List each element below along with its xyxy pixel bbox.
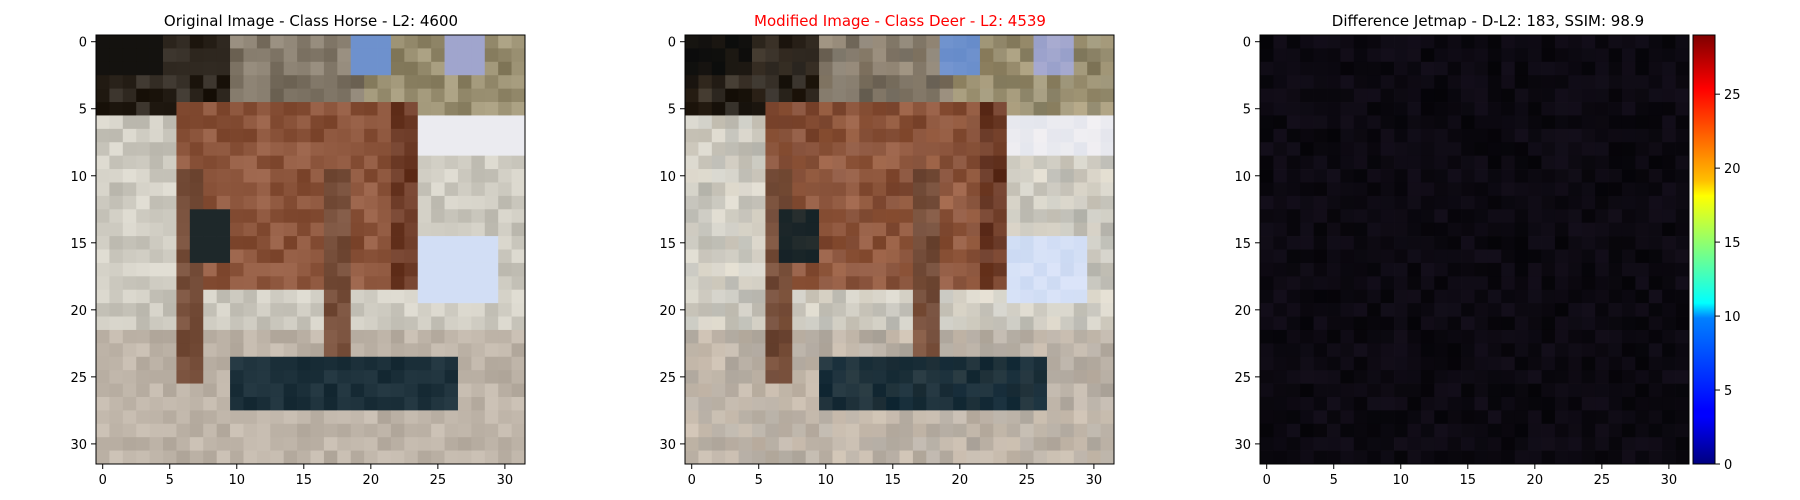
colorbar-tick-label: 5 (1724, 384, 1732, 399)
x-tick-label: 15 (296, 473, 313, 488)
y-tick-label: 10 (1234, 170, 1251, 185)
y-tick-label: 30 (659, 438, 676, 453)
panel-difference-title: Difference Jetmap - D-L2: 183, SSIM: 98.… (1332, 12, 1644, 30)
x-tick-label: 15 (1460, 473, 1477, 488)
colorbar-tick-label: 20 (1724, 162, 1741, 177)
x-tick-label: 10 (817, 473, 834, 488)
axes-frame (95, 34, 526, 465)
x-tick-label: 5 (755, 473, 763, 488)
x-tick-label: 30 (1661, 473, 1678, 488)
difference-jetmap (1260, 35, 1690, 465)
colorbar-ticks: 0 5 10 15 20 25 (1715, 88, 1741, 473)
panel-original-title: Original Image - Class Horse - L2: 4600 (164, 12, 458, 30)
y-tick-label: 25 (1234, 371, 1251, 386)
x-tick-label: 0 (99, 473, 107, 488)
y-tick-label: 15 (659, 237, 676, 252)
colorbar-tick-label: 25 (1724, 88, 1741, 103)
axes-frame (1259, 34, 1690, 465)
x-tick-label: 15 (885, 473, 902, 488)
x-tick-label: 20 (1527, 473, 1544, 488)
colorbar (1692, 34, 1716, 465)
panel-modified: Modified Image - Class Deer - L2: 4539 0… (659, 12, 1115, 488)
panel-original-axes: 0 5 10 15 20 25 30 0 5 10 15 20 25 30 (70, 34, 526, 488)
y-tick-label: 10 (659, 170, 676, 185)
panel-modified-axes: 0 5 10 15 20 25 30 0 5 10 15 20 25 30 (659, 34, 1115, 488)
colorbar-tick-label: 10 (1724, 310, 1741, 325)
panel-modified-title: Modified Image - Class Deer - L2: 4539 (754, 12, 1046, 30)
modified-image (685, 35, 1115, 465)
y-tick-label: 30 (70, 438, 87, 453)
x-tick-label: 5 (1330, 473, 1338, 488)
y-tick-label: 5 (668, 103, 676, 118)
y-tick-label: 0 (79, 36, 87, 51)
panel-difference-axes: 0 5 10 15 20 25 30 0 5 10 15 20 25 30 (1234, 34, 1690, 488)
y-tick-label: 20 (70, 304, 87, 319)
y-tick-label: 15 (1234, 237, 1251, 252)
y-tick-label: 15 (70, 237, 87, 252)
axes-frame (684, 34, 1115, 465)
y-tick-label: 0 (668, 36, 676, 51)
x-tick-label: 30 (1086, 473, 1103, 488)
x-tick-label: 25 (1594, 473, 1611, 488)
y-tick-label: 20 (659, 304, 676, 319)
x-tick-label: 0 (1263, 473, 1271, 488)
y-tick-label: 25 (659, 371, 676, 386)
colorbar-tick-label: 0 (1724, 458, 1732, 473)
y-tick-label: 10 (70, 170, 87, 185)
x-tick-label: 10 (1392, 473, 1409, 488)
x-tick-label: 30 (497, 473, 514, 488)
y-tick-label: 20 (1234, 304, 1251, 319)
y-tick-label: 5 (79, 103, 87, 118)
x-tick-label: 25 (430, 473, 447, 488)
x-tick-label: 20 (363, 473, 380, 488)
x-tick-label: 0 (688, 473, 696, 488)
x-tick-label: 25 (1019, 473, 1036, 488)
x-tick-label: 5 (166, 473, 174, 488)
y-tick-label: 5 (1243, 103, 1251, 118)
original-image (96, 35, 526, 465)
x-tick-label: 10 (228, 473, 245, 488)
panel-difference: Difference Jetmap - D-L2: 183, SSIM: 98.… (1234, 12, 1740, 488)
x-tick-label: 20 (952, 473, 969, 488)
colorbar-tick-label: 15 (1724, 236, 1741, 251)
panel-original: Original Image - Class Horse - L2: 4600 … (70, 12, 526, 488)
y-tick-label: 0 (1243, 36, 1251, 51)
y-tick-label: 25 (70, 371, 87, 386)
y-tick-label: 30 (1234, 438, 1251, 453)
